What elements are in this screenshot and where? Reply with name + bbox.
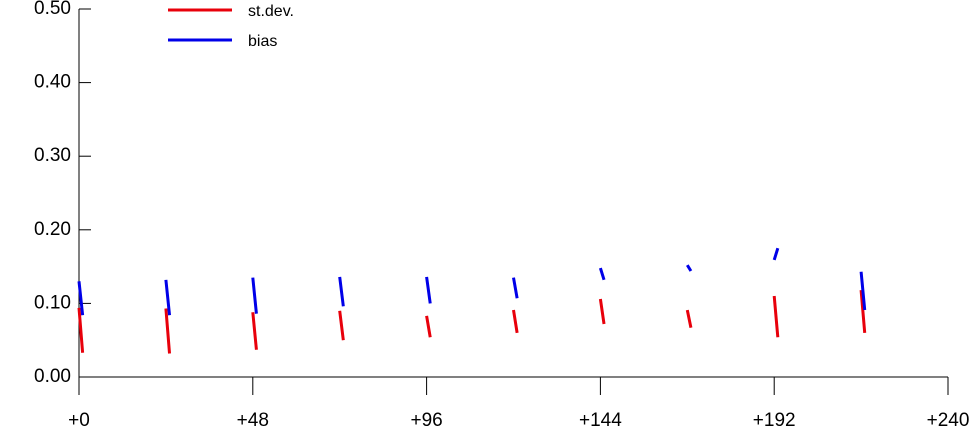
series-line <box>77 290 867 354</box>
legend-text: bias <box>248 33 277 50</box>
x-tick-label: +96 <box>410 410 442 431</box>
y-tick-label: 0.00 <box>34 366 71 387</box>
legend-text: st.dev. <box>248 3 294 20</box>
y-tick-label: 0.20 <box>34 219 71 240</box>
series-line <box>77 247 867 316</box>
y-tick-label: 0.50 <box>34 0 71 19</box>
y-tick-label: 0.10 <box>34 292 71 313</box>
x-tick-label: +240 <box>927 410 970 431</box>
x-tick-label: +48 <box>237 410 269 431</box>
x-tick-label: +0 <box>68 410 90 431</box>
y-tick-label: 0.30 <box>34 145 71 166</box>
x-tick-label: +192 <box>753 410 796 431</box>
y-tick-label: 0.40 <box>34 72 71 93</box>
x-tick-label: +144 <box>579 410 622 431</box>
